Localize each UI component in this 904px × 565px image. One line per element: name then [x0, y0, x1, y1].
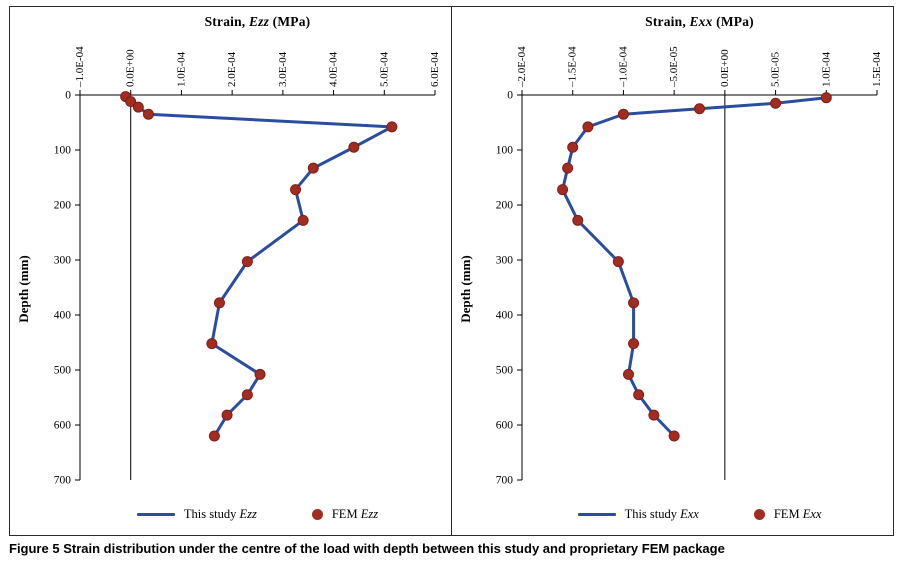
series-point: [142, 108, 154, 120]
series-point: [633, 389, 645, 401]
y-tick-label: 700: [54, 475, 72, 487]
x-tick-label: 4.0E-04: [328, 51, 340, 87]
series-line: [561, 96, 828, 438]
series-point: [567, 141, 579, 153]
figure-box: Strain, Ezz (MPa) –1.0E-04 0.0E+00 1.0E-04…: [9, 6, 894, 536]
series-point: [820, 92, 832, 104]
legend-dot-swatch: [311, 509, 323, 520]
chart-title-suffix: (MPa): [269, 14, 311, 29]
legend-line-swatch: [136, 513, 175, 516]
x-tick-label: 1.5E-04: [871, 51, 883, 87]
chart-title-prefix: Strain,: [204, 14, 249, 29]
series-point: [297, 214, 309, 226]
chart-title-prefix: Strain,: [645, 14, 690, 29]
chart-title-exx: Strain, Exx (MPa): [522, 14, 877, 30]
y-tick-label: 300: [496, 255, 514, 267]
series-point: [562, 162, 574, 174]
series-point: [241, 389, 253, 401]
y-tick-label: 700: [496, 475, 514, 487]
x-tick-label: 6.0E-04: [429, 51, 441, 87]
figure-caption: Figure 5 Strain distribution under the c…: [9, 541, 895, 556]
y-tick-label: 200: [54, 200, 72, 212]
y-tick-label: 0: [65, 90, 71, 102]
series-point: [254, 368, 266, 380]
series-point: [572, 214, 584, 226]
series-point: [132, 101, 144, 113]
legend-exx: This study Exx FEM Exx: [522, 507, 877, 522]
series-point: [386, 121, 398, 133]
legend-label: FEM Ezz: [331, 507, 379, 521]
x-tick-label: 1.0E-04: [175, 51, 187, 87]
series-point: [612, 256, 624, 268]
y-axis-title-exx: Depth (mm): [458, 255, 473, 323]
y-tick-label: 0: [507, 90, 513, 102]
series-point: [617, 108, 629, 120]
y-axis-title-ezz: Depth (mm): [16, 255, 31, 323]
series-point: [290, 184, 302, 196]
x-tick-label: 5.0E-05: [770, 51, 782, 87]
x-tick-label: –1.0E-04: [617, 46, 629, 88]
x-tick-label: –1.5E-04: [567, 46, 579, 88]
series-point: [307, 162, 319, 174]
legend-label: FEM Exx: [773, 507, 822, 521]
x-tick-label: –2.0E-04: [516, 46, 528, 88]
y-tick-label: 500: [496, 365, 514, 377]
legend-line-swatch: [577, 513, 616, 516]
series-point: [623, 368, 634, 380]
series-point: [208, 430, 220, 442]
legend-item-line: This study Exx: [577, 507, 699, 522]
x-tick-label: 1.0E-04: [820, 51, 832, 87]
legend-label: This study Ezz: [183, 507, 257, 521]
chart-title-suffix: (MPa): [712, 14, 754, 29]
y-tick-label: 300: [54, 255, 72, 267]
chart-panel-exx: Strain, Exx (MPa) –2.0E-04 –1.5E-04 –1.0E-…: [452, 7, 893, 535]
series-point: [770, 97, 782, 109]
y-tick-label: 100: [54, 145, 72, 157]
series-point: [125, 96, 137, 108]
y-tick-label: 600: [496, 420, 514, 432]
legend-item-line: This study Ezz: [136, 507, 257, 522]
y-tick-label: 600: [54, 420, 72, 432]
series-point: [694, 103, 705, 115]
chart-title-var: Ezz: [248, 14, 270, 29]
series-point: [213, 297, 225, 309]
chart-title-ezz: Strain, Ezz (MPa): [80, 14, 435, 30]
x-tick-label: 5.0E-04: [378, 51, 390, 87]
legend-label: This study Exx: [624, 507, 699, 521]
figure-caption-label: Figure 5: [9, 541, 60, 556]
plot-area-ezz: –1.0E-04 0.0E+00 1.0E-04 2.0E-04 3.0E-04 4.0E…: [54, 46, 441, 487]
series-point: [628, 297, 640, 309]
y-tick-label: 100: [496, 145, 514, 157]
legend-dot-swatch: [753, 509, 765, 520]
y-tick-label: 500: [54, 365, 72, 377]
series-line: [124, 95, 394, 438]
plot-area-exx: –2.0E-04 –1.5E-04 –1.0E-04 –5.0E-05 0.0E+00 5…: [496, 46, 883, 487]
figure-caption-text: Strain distribution under the centre of …: [63, 541, 725, 556]
x-tick-label: –1.0E-04: [74, 46, 86, 88]
series-point: [628, 338, 640, 350]
series-point: [221, 409, 233, 421]
x-tick-label: 0.0E+00: [719, 49, 731, 87]
legend-ezz: This study Ezz FEM Ezz: [80, 507, 435, 522]
y-tick-label: 200: [496, 200, 514, 212]
x-tick-label: –5.0E-05: [668, 46, 680, 88]
chart-title-var: Exx: [689, 14, 713, 29]
y-tick-label: 400: [54, 310, 72, 322]
series-point: [668, 430, 680, 442]
series-point: [557, 184, 569, 196]
series-point: [348, 141, 360, 153]
x-tick-label: 2.0E-04: [226, 51, 238, 87]
series-point: [648, 409, 660, 421]
series-point: [206, 338, 218, 350]
series-point: [241, 256, 253, 268]
x-tick-label: 3.0E-04: [277, 51, 289, 87]
x-tick-label: 0.0E+00: [125, 49, 137, 87]
y-tick-label: 400: [496, 310, 514, 322]
legend-item-dot: FEM Exx: [753, 507, 822, 522]
chart-panel-ezz: Strain, Ezz (MPa) –1.0E-04 0.0E+00 1.0E-04…: [10, 7, 452, 535]
legend-item-dot: FEM Ezz: [311, 507, 379, 522]
series-point: [582, 121, 594, 133]
